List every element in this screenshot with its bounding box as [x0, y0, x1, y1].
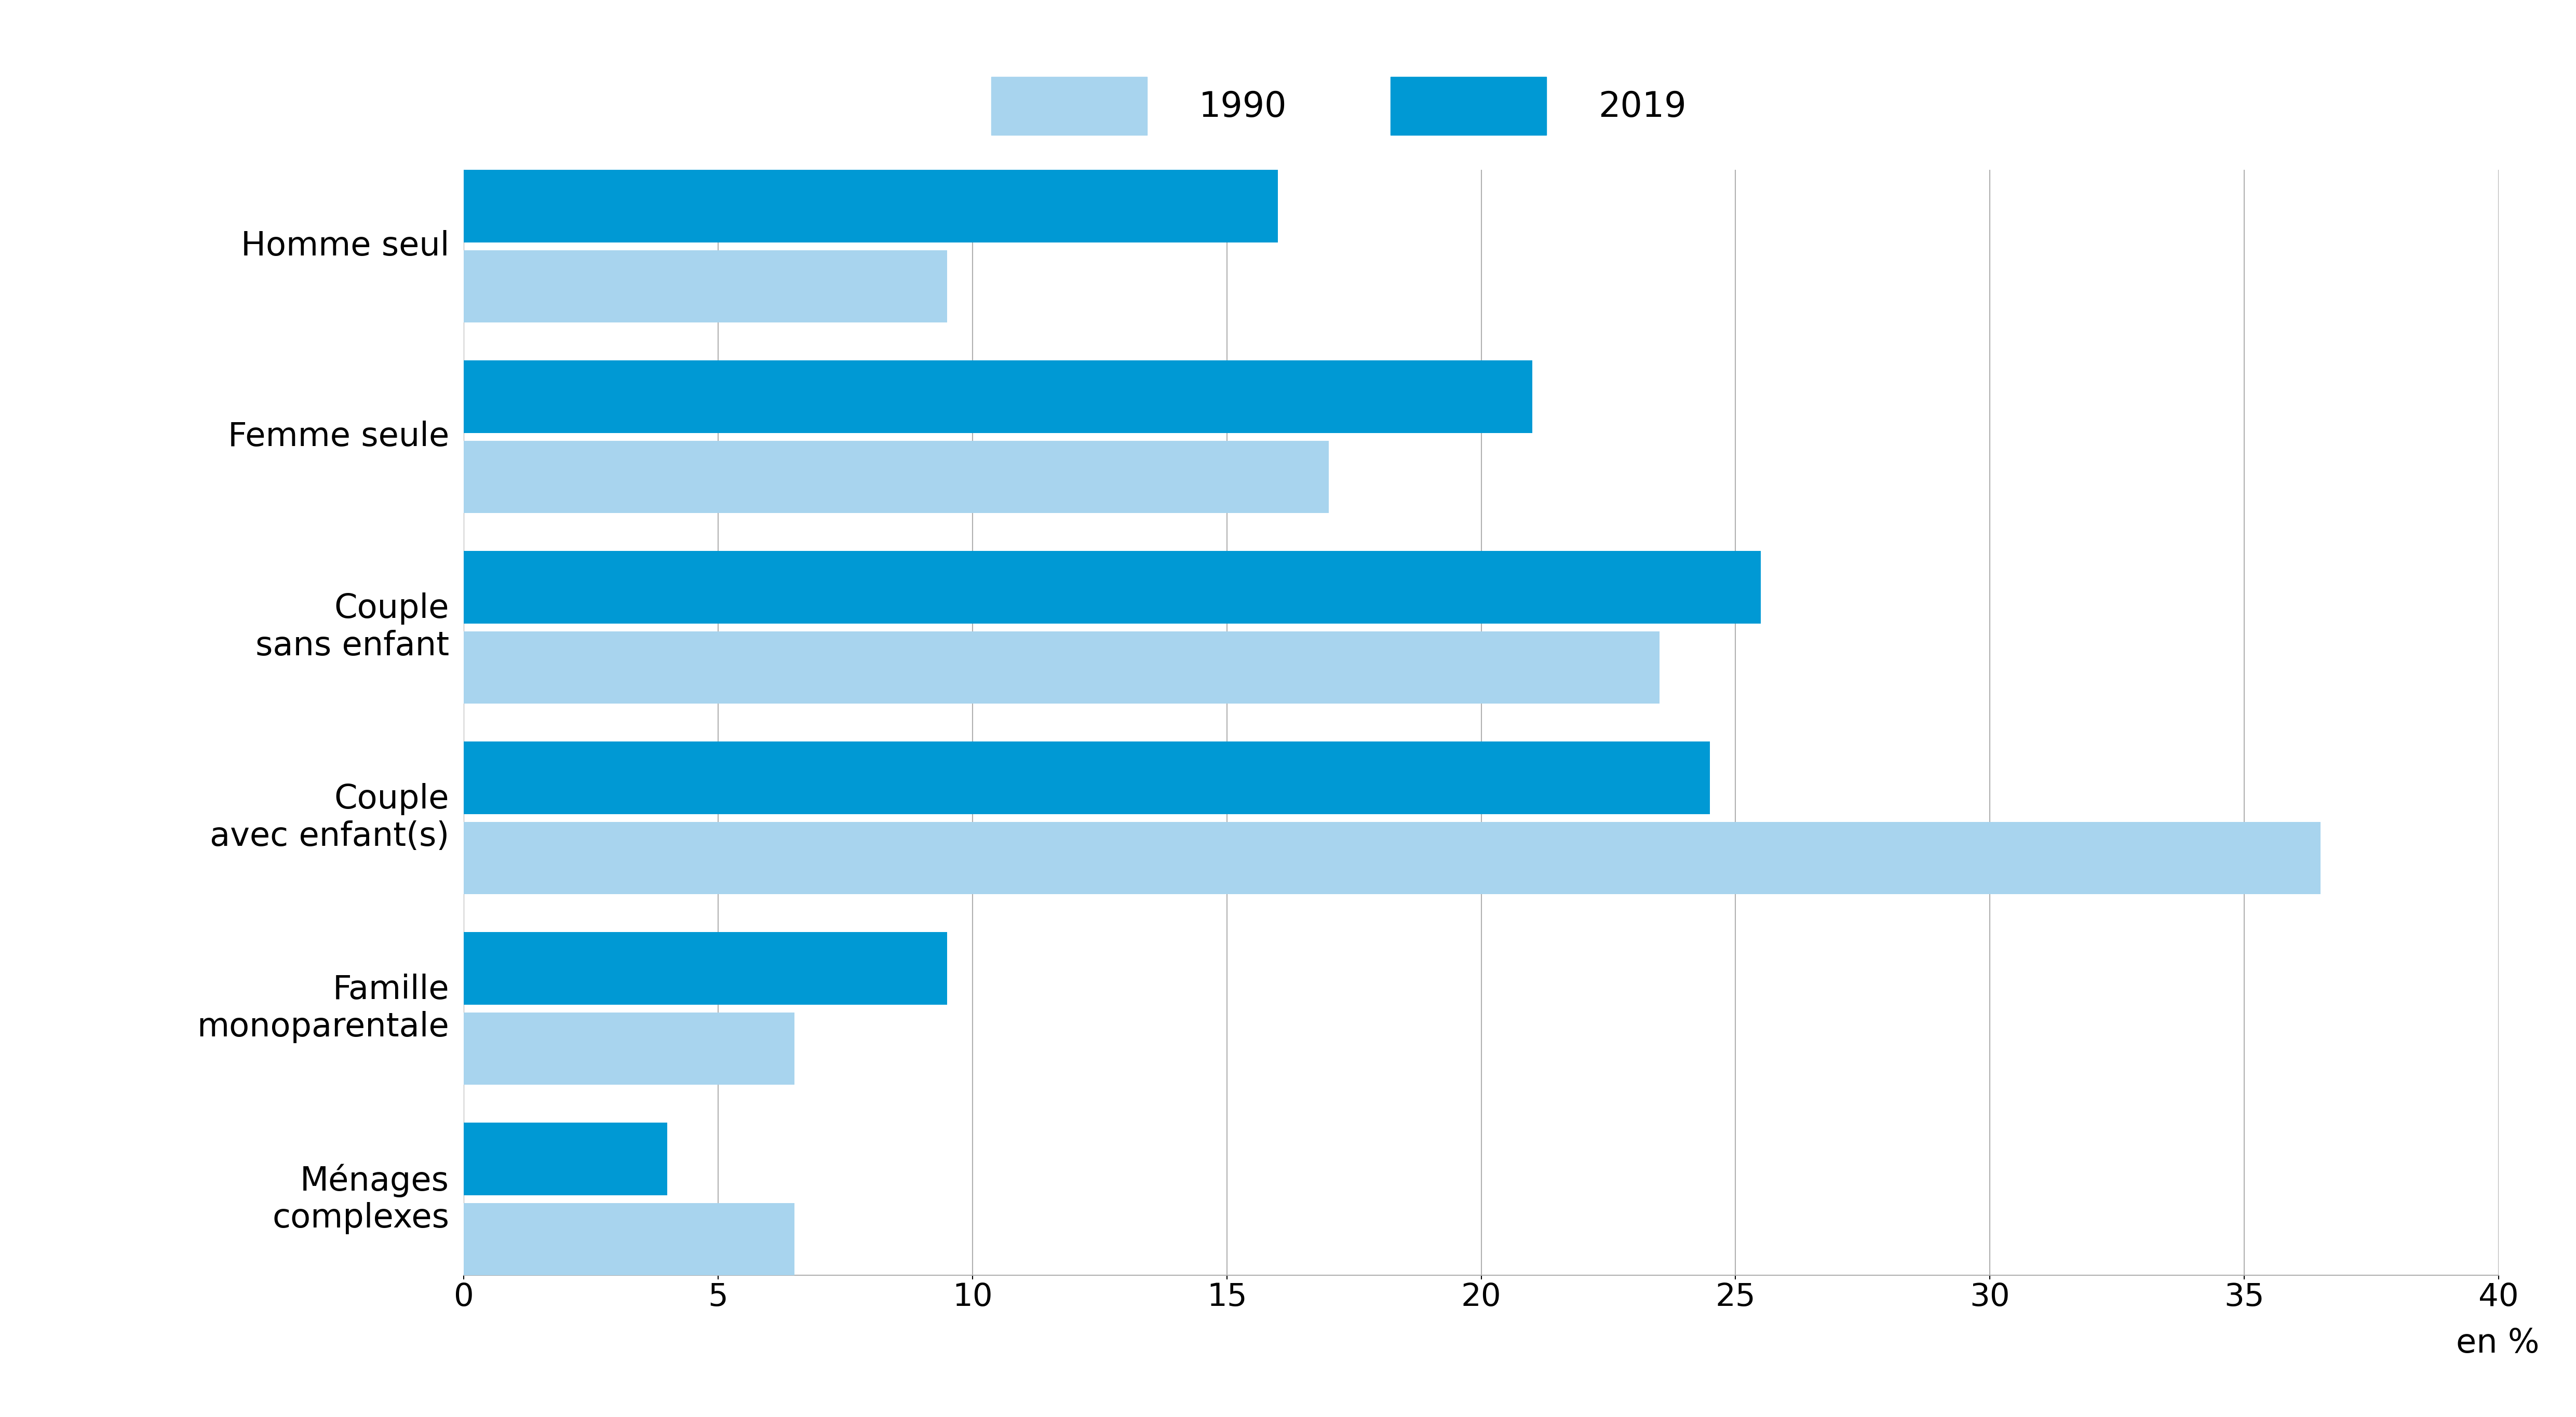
Bar [464, 1203, 793, 1275]
Bar [464, 551, 1762, 623]
Legend: 1990, 2019: 1990, 2019 [992, 77, 1687, 135]
Bar [464, 249, 948, 323]
X-axis label: en %: en % [2455, 1328, 2540, 1359]
Bar [464, 170, 1278, 242]
Bar [464, 631, 1659, 704]
Bar [464, 741, 1710, 815]
Bar [464, 1122, 667, 1196]
Bar [464, 441, 1329, 513]
Bar [464, 360, 1533, 434]
Bar [464, 822, 2321, 894]
Bar [464, 1012, 793, 1085]
Bar [464, 932, 948, 1005]
